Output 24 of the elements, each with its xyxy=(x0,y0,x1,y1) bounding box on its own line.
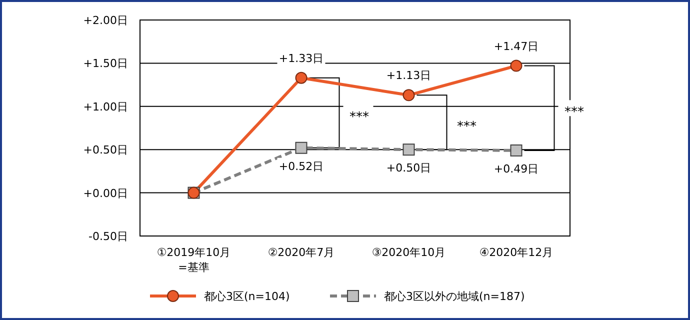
x-tick-label: ②2020年7月 xyxy=(268,246,335,259)
point xyxy=(510,60,522,72)
x-tick-label: ③2020年10月 xyxy=(372,246,446,259)
data-label: +1.33日 xyxy=(278,52,324,65)
y-tick-label: +0.50日 xyxy=(83,144,128,157)
y-tick-label: +2.00日 xyxy=(83,14,128,27)
y-tick-label: +1.00日 xyxy=(83,100,128,114)
y-tick-label: +1.50日 xyxy=(83,57,128,70)
legend-label: 都心3区(n=104) xyxy=(204,290,290,303)
data-label: +1.13日 xyxy=(386,69,432,82)
annotation: *** xyxy=(564,105,584,120)
point xyxy=(295,72,308,84)
data-label: +0.52日 xyxy=(278,160,324,173)
y-tick-label: +0.00日 xyxy=(83,186,128,200)
legend-label: 都心3区以外の地域(n=187) xyxy=(384,290,525,303)
point xyxy=(402,89,415,102)
y-tick-label: -0.50日 xyxy=(88,230,128,243)
annotation: *** xyxy=(457,119,477,134)
x-tick-label: ④2020年12月 xyxy=(479,246,554,259)
data-label: +1.47日 xyxy=(494,40,539,53)
data-label: +0.50日 xyxy=(386,162,432,175)
data-label: +0.49日 xyxy=(494,162,539,176)
annotation: *** xyxy=(350,110,370,125)
x-tick-label: ①2019年10月 =基準 xyxy=(156,246,231,274)
